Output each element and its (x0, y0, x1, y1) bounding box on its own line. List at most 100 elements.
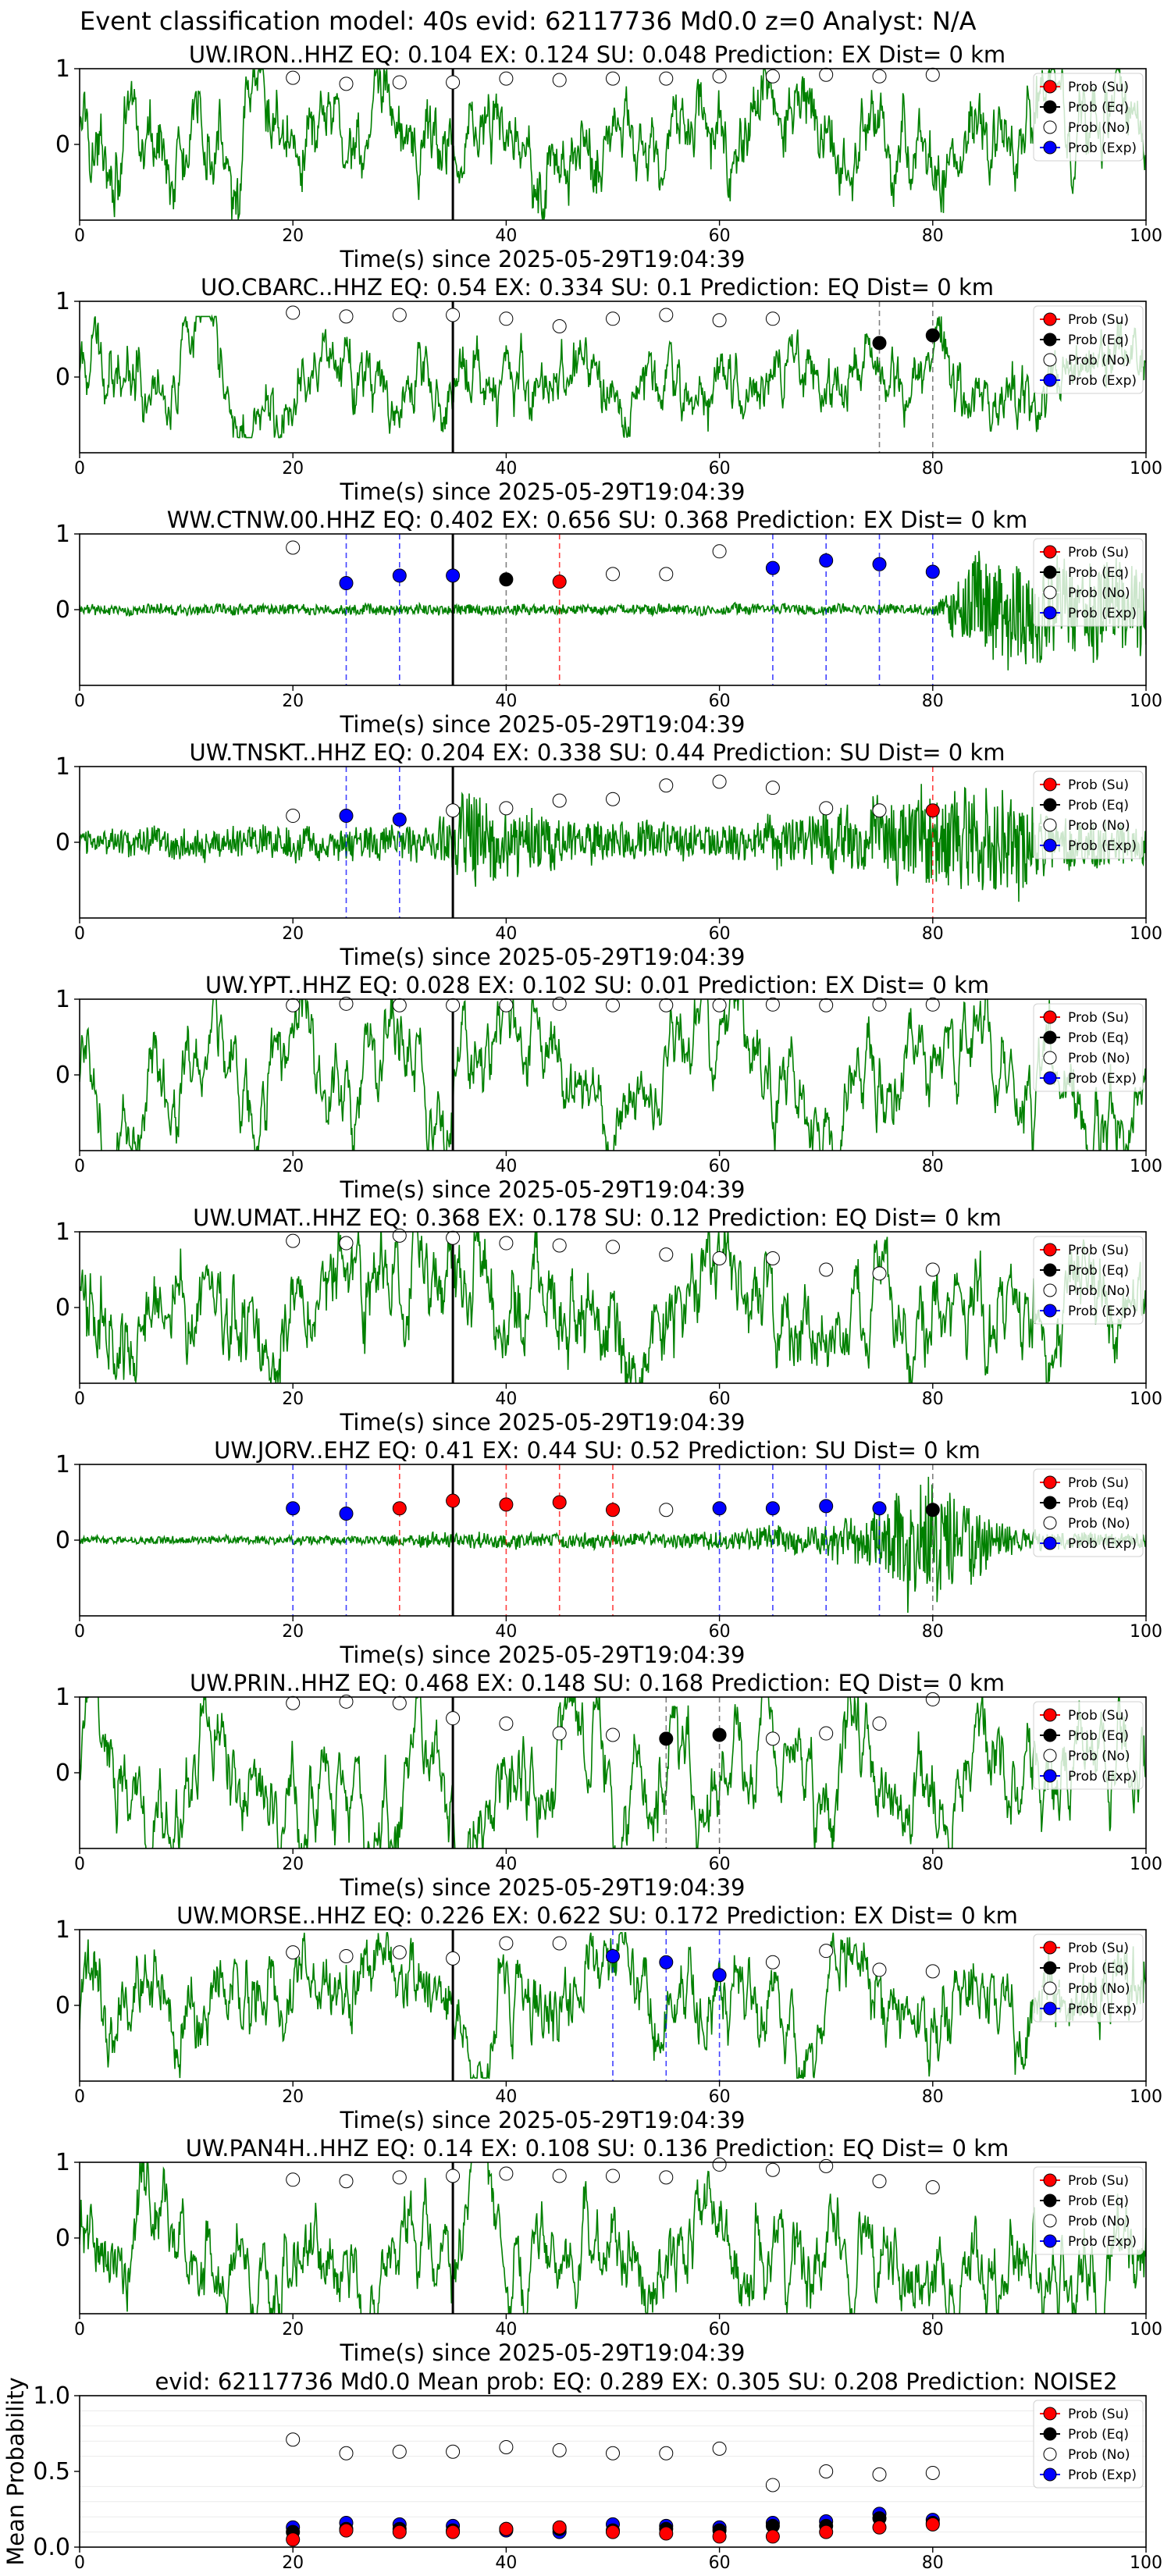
legend-marker (1043, 838, 1057, 852)
legend-marker (1043, 100, 1057, 114)
prob-marker-no (339, 2446, 354, 2460)
prob-marker-no (659, 998, 674, 1012)
prob-marker-no (712, 2441, 727, 2456)
prob-marker-no (925, 2465, 940, 2480)
prob-marker-no (765, 2478, 780, 2492)
x-axis-label: Time(s) since 2025-05-29T19:04:39 (340, 1176, 746, 1203)
prob-marker-exp (872, 1501, 887, 1516)
prob-marker-no (392, 75, 407, 90)
x-tick-label: 0 (74, 459, 85, 479)
prob-marker-no (659, 71, 674, 86)
prob-marker-su (499, 1497, 514, 1512)
prob-marker-no (606, 792, 620, 806)
y-tick-label: 0 (55, 364, 70, 391)
panel-title: UW.IRON..HHZ EQ: 0.104 EX: 0.124 SU: 0.0… (189, 41, 1005, 68)
prob-marker-no (765, 69, 780, 84)
figure-suptitle: Event classification model: 40s evid: 62… (80, 6, 977, 36)
legend-marker (1043, 1051, 1057, 1065)
x-tick-label: 100 (1130, 1157, 1162, 1176)
x-tick-label: 40 (495, 692, 517, 711)
legend-box (1033, 2166, 1144, 2255)
legend-marker (1043, 1496, 1057, 1510)
x-tick-label: 40 (495, 1855, 517, 1874)
panel-title: UW.UMAT..HHZ EQ: 0.368 EX: 0.178 SU: 0.1… (193, 1204, 1002, 1231)
prob-marker-no (872, 2174, 887, 2189)
legend-marker (1043, 1263, 1057, 1277)
prob-marker-no (339, 1694, 354, 1709)
prob-marker-no (925, 997, 940, 1012)
legend-marker (1043, 1304, 1057, 1318)
x-tick-label: 80 (922, 1622, 944, 1642)
legend-marker (1043, 373, 1057, 387)
x-tick-label: 60 (709, 1157, 731, 1176)
legend-label: Prob (Su) (1068, 312, 1129, 328)
prob-marker-no (286, 2172, 301, 2187)
x-tick-label: 80 (922, 226, 944, 246)
prob-marker-no (552, 996, 567, 1011)
legend-label: Prob (Exp) (1068, 1304, 1137, 1319)
legend-label: Prob (Su) (1068, 545, 1129, 560)
x-tick-label: 20 (282, 692, 304, 711)
prob-marker-no (712, 2157, 727, 2172)
prob-marker-no (552, 2169, 567, 2183)
prob-marker-no (286, 2432, 301, 2447)
prob-marker-no (659, 1247, 674, 1262)
legend-marker (1043, 2467, 1057, 2482)
prob-marker-no (446, 803, 461, 818)
prob-marker-no (339, 309, 354, 324)
legend-label: Prob (Exp) (1068, 838, 1137, 854)
legend-label: Prob (No) (1068, 818, 1130, 834)
legend-marker (1043, 312, 1057, 326)
legend-marker (1043, 1243, 1057, 1257)
x-tick-label: 100 (1130, 1855, 1162, 1874)
prob-marker-no (606, 2169, 620, 2183)
x-tick-label: 40 (495, 459, 517, 479)
prob-marker-no (552, 793, 567, 808)
legend-label: Prob (Eq) (1068, 333, 1129, 348)
prob-marker-no (446, 75, 461, 90)
x-tick-label: 80 (922, 924, 944, 944)
legend-marker (1043, 1961, 1057, 1975)
prob-marker-exp (659, 1955, 674, 1969)
legend-marker (1043, 1283, 1057, 1297)
legend-marker (1043, 1010, 1057, 1024)
prob-marker-no (872, 997, 887, 1012)
prob-marker-no (659, 778, 674, 793)
prob-marker-no (499, 998, 514, 1012)
prob-marker-no (286, 1695, 301, 1710)
legend-label: Prob (Su) (1068, 2407, 1129, 2422)
legend-box (1033, 305, 1144, 394)
y-tick-label: 0 (55, 1294, 70, 1322)
legend-marker (1043, 1728, 1057, 1742)
waveform-trace (80, 1697, 1146, 1848)
prob-marker-su (712, 2529, 727, 2544)
legend-label: Prob (No) (1068, 2214, 1130, 2229)
prob-marker-no (606, 1240, 620, 1254)
legend-label: Prob (Exp) (1068, 1769, 1137, 1784)
x-tick-label: 20 (282, 226, 304, 246)
legend-marker (1043, 2001, 1057, 2016)
prob-marker-exp (925, 564, 940, 579)
x-tick-label: 40 (495, 2553, 517, 2573)
x-tick-label: 60 (709, 1389, 731, 1409)
prob-marker-no (446, 998, 461, 1012)
prob-marker-exp (712, 1968, 727, 1983)
y-tick-label: 0 (55, 1062, 70, 1089)
x-tick-label: 0 (74, 2087, 85, 2107)
legend-marker (1043, 120, 1057, 134)
prob-marker-eq (499, 572, 514, 587)
legend-label: Prob (No) (1068, 1051, 1130, 1066)
x-axis-label: Time(s) since 2025-05-29T19:04:39 (340, 944, 746, 970)
legend-marker (1043, 2173, 1057, 2187)
y-axis-label: Mean Probability (2, 2377, 29, 2566)
legend-label: Prob (Su) (1068, 777, 1129, 793)
legend-marker (1043, 353, 1057, 367)
y-tick-label: 1 (55, 1684, 70, 1711)
prob-marker-su (392, 1501, 407, 1516)
x-tick-label: 60 (709, 692, 731, 711)
prob-marker-exp (339, 1507, 354, 1521)
prob-marker-exp (872, 557, 887, 571)
x-tick-label: 20 (282, 2320, 304, 2339)
x-tick-label: 0 (74, 226, 85, 246)
